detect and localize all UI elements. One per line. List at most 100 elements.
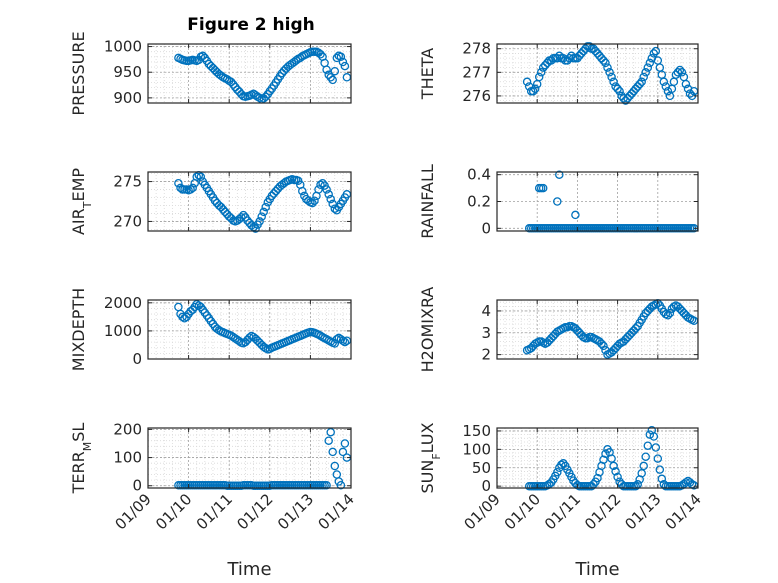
data-point <box>340 337 350 347</box>
data-point <box>206 61 216 71</box>
axes-box <box>147 171 352 232</box>
data-point <box>557 460 566 470</box>
data-point <box>176 183 185 193</box>
data-point <box>326 427 335 437</box>
data-point <box>298 186 307 196</box>
y-tick-label: 950 <box>113 63 142 81</box>
subplot-terr-msl: 0 100 200 TERRMSL 01/0901/1001/1101/1201/130… <box>69 420 358 580</box>
data-point <box>257 212 266 221</box>
data-point <box>324 190 333 199</box>
data-point <box>530 84 540 94</box>
data-point <box>229 80 238 89</box>
data-point <box>536 68 546 77</box>
data-point <box>326 73 335 82</box>
data-point <box>651 46 661 56</box>
data-point <box>565 53 574 63</box>
data-point <box>318 178 327 188</box>
data-point <box>308 198 317 208</box>
data-point <box>522 77 532 87</box>
data-point <box>196 172 206 182</box>
subplot-theta: 276 277 278 THETA <box>418 40 699 105</box>
data-point <box>188 183 197 193</box>
y-tick-label: 270 <box>113 212 142 230</box>
data-point <box>645 58 655 68</box>
data-point <box>641 68 650 77</box>
x-tick-label: 01/14 <box>315 490 358 533</box>
data-point <box>675 65 685 75</box>
data-point <box>555 170 564 179</box>
y-tick-label: 0 <box>481 477 491 495</box>
data-point <box>643 441 653 450</box>
data-point <box>635 79 644 89</box>
data-point <box>326 194 335 204</box>
data-point <box>631 324 640 333</box>
data-point <box>259 207 268 217</box>
data-point <box>218 205 228 214</box>
axes-box <box>496 299 699 360</box>
y-tick-label: 4 <box>481 302 491 320</box>
y-axis-label: AIRTEMP <box>69 168 94 235</box>
data-point <box>324 436 333 445</box>
data-point <box>651 443 661 452</box>
y-tick-label: 50 <box>472 459 491 477</box>
data-point <box>571 210 580 220</box>
data-point <box>607 72 616 82</box>
data-point <box>255 93 264 103</box>
y-tick-label: 0 <box>132 350 142 368</box>
data-point <box>330 339 340 348</box>
axes-box <box>496 43 699 104</box>
subplot-air-temp: 270 275 AIRTEMP <box>69 168 352 235</box>
data-point <box>643 63 653 72</box>
y-axis-label: PRESSURE <box>69 31 88 115</box>
data-point <box>609 461 618 471</box>
y-axis-label: MIXDEPTH <box>69 288 88 371</box>
data-point <box>593 473 602 483</box>
y-tick-label: 200 <box>113 420 142 438</box>
subplot-h2omixra: 2 3 4 H2OMIXRA <box>418 287 699 373</box>
y-tick-label: 277 <box>462 63 491 81</box>
x-tick-label: 01/10 <box>152 490 195 533</box>
y-axis-label: RAINFALL <box>418 164 437 239</box>
data-point <box>322 480 331 490</box>
data-point <box>340 439 350 448</box>
x-tick-label: 01/13 <box>274 490 317 533</box>
subplot-rainfall: 0 0.2 0.4 RAINFALL <box>418 164 699 239</box>
data-point <box>538 183 548 193</box>
subplot-sun-flux: 050100150SUNFLUX01/0901/1001/1101/1201/1… <box>418 422 705 580</box>
x-tick-label: 01/09 <box>112 490 155 533</box>
subplot-mixdepth: 0 1000 2000 MIXDEPTH <box>69 288 352 371</box>
axes-box <box>147 427 352 489</box>
data-point <box>559 459 568 468</box>
data-point <box>332 335 342 344</box>
data-point <box>645 430 655 439</box>
data-point <box>653 454 663 463</box>
x-tick-label: 01/12 <box>233 490 276 533</box>
data-point <box>255 217 264 226</box>
y-tick-label: 1000 <box>104 322 142 340</box>
x-axis-label: Time <box>574 559 619 580</box>
data-point <box>631 481 640 491</box>
data-point <box>553 467 562 477</box>
data-point <box>338 336 348 345</box>
y-axis-label: H2OMIXRA <box>418 287 437 373</box>
data-point <box>328 75 337 85</box>
data-point <box>314 185 323 194</box>
data-point <box>174 302 183 312</box>
data-point <box>657 474 667 484</box>
data-point <box>310 196 319 205</box>
y-tick-label: 0 <box>132 477 142 495</box>
x-tick-label: 01/10 <box>501 490 544 533</box>
data-point <box>677 68 687 77</box>
data-point <box>613 472 622 482</box>
y-tick-label: 150 <box>462 422 491 440</box>
data-point <box>597 339 606 348</box>
data-point <box>251 224 260 233</box>
y-tick-label: 2000 <box>104 294 142 312</box>
y-tick-label: 0 <box>481 219 491 237</box>
data-point <box>637 77 646 87</box>
data-point <box>186 185 195 194</box>
data-point <box>605 68 614 77</box>
data-point <box>639 461 648 471</box>
y-tick-label: 275 <box>113 173 142 191</box>
